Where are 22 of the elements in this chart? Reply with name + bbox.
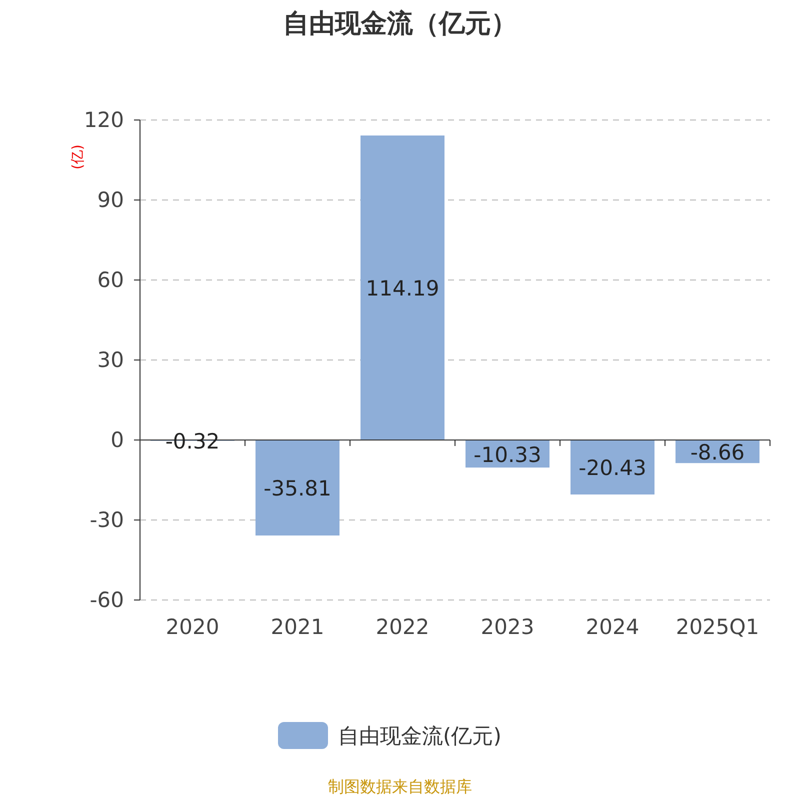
- data-label: -35.81: [264, 476, 332, 501]
- legend-label: 自由现金流(亿元): [338, 724, 502, 748]
- y-tick-label: 120: [84, 108, 124, 132]
- y-tick-label: 60: [97, 268, 124, 292]
- data-label: -10.33: [474, 442, 542, 467]
- x-tick-label: 2020: [166, 615, 220, 639]
- text: 制图数据来自数据库: [328, 777, 472, 796]
- x-tick-label: 2021: [270, 615, 324, 639]
- x-tick-label: 2025Q1: [676, 615, 760, 639]
- y-axis-title: (亿): [70, 144, 86, 170]
- y-tick-label: -60: [90, 588, 124, 612]
- data-label: -20.43: [578, 456, 646, 480]
- data-label: 114.19: [366, 276, 440, 301]
- x-tick-label: 2022: [376, 615, 430, 639]
- chart-title: 自由现金流（亿元）: [283, 9, 517, 39]
- y-tick-label: 90: [97, 188, 124, 212]
- y-tick-label: 30: [97, 348, 124, 372]
- data-label: -8.66: [690, 440, 745, 465]
- y-tick-label: -30: [90, 508, 124, 532]
- x-tick-label: 2024: [586, 615, 640, 639]
- x-tick-label: 2023: [480, 615, 534, 639]
- y-tick-label: 0: [110, 428, 124, 452]
